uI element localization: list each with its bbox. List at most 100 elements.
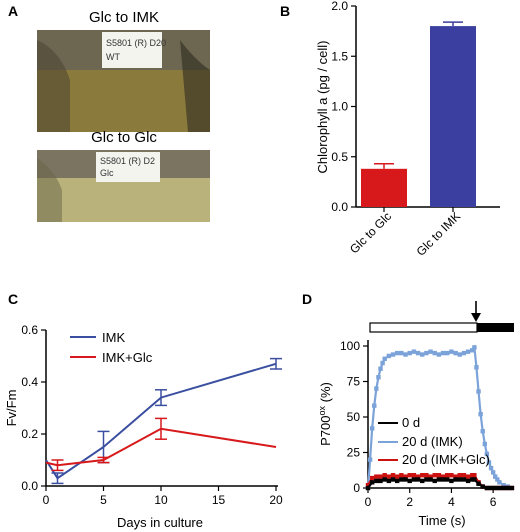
d-y-tick-label: 75 (347, 375, 361, 389)
d-data-point (484, 451, 490, 457)
d-legend-label-0d: 0 d (402, 415, 420, 430)
c-legend-label-imk: IMK (102, 330, 125, 345)
d-data-point (415, 477, 421, 482)
d-data-point (395, 478, 400, 484)
d-data-point (382, 477, 387, 482)
d-data-point (449, 478, 454, 484)
b-y-tick-label: 0.0 (331, 200, 348, 214)
b-x-tick-label: Glc to Glc (347, 209, 394, 256)
d-y-label: P700ox (%) (317, 382, 333, 446)
c-y-tick-label: 0.0 (21, 479, 38, 493)
flask-2-sticker (96, 152, 160, 182)
d-legend-label-20d-imk-glc: 20 d (IMK+Glc) (402, 452, 490, 467)
d-data-point (420, 478, 425, 484)
d-data-point (497, 485, 502, 491)
d-data-point (390, 477, 396, 482)
b-y-label: Chlorophyll a (pg / cell) (315, 41, 330, 174)
d-data-point (476, 389, 481, 394)
d-data-point (453, 474, 458, 479)
d-data-point (424, 477, 429, 482)
b-bar (430, 26, 476, 207)
d-data-point (474, 365, 479, 370)
d-data-point (493, 474, 498, 479)
photo-1-label: Glc to IMK (89, 9, 159, 26)
broth-2 (37, 178, 210, 222)
d-data-point (386, 474, 392, 479)
d-data-point (440, 477, 446, 482)
d-y-tick-label: 100 (340, 339, 360, 353)
d-data-point (472, 345, 477, 350)
d-data-point (411, 473, 417, 478)
d-y-tick-label: 50 (347, 410, 361, 424)
d-data-point (403, 477, 408, 482)
d-data-point (470, 348, 475, 353)
d-y-label-sup: ox (317, 405, 327, 415)
d-data-point (372, 403, 377, 408)
c-x-tick-label: 15 (212, 493, 226, 507)
d-data-point (365, 482, 371, 488)
b-bar (361, 168, 407, 207)
d-data-point (440, 474, 446, 479)
c-y-label: Fv/Fm (4, 390, 19, 427)
panel-letter-c: C (8, 291, 18, 307)
d-y-tick-label: 25 (347, 446, 361, 460)
d-data-point (476, 481, 481, 486)
d-data-point (420, 473, 425, 478)
d-data-point (378, 478, 383, 484)
d-data-point (374, 478, 379, 484)
d-data-point (501, 482, 506, 488)
b-y-tick-label: 0.5 (331, 150, 348, 164)
panel-letter-a: A (8, 3, 18, 19)
d-legend: 0 d 20 d (IMK) 20 d (IMK+Glc) (378, 415, 490, 467)
d-legend-label-20d-imk: 20 d (IMK) (402, 434, 463, 449)
b-y-tick-label: 2.0 (331, 0, 348, 13)
d-data-point (465, 474, 471, 479)
d-data-point (376, 375, 381, 380)
d-light-on-bar (369, 322, 478, 333)
d-data-point (432, 478, 437, 484)
d-data-point (424, 473, 429, 478)
d-light-off-arrow (471, 301, 481, 322)
c-x-tick-label: 0 (43, 493, 50, 507)
d-light-off-bar (477, 323, 514, 332)
d-data-point (407, 478, 412, 484)
b-y-tick-label: 1.5 (331, 49, 348, 63)
d-data-point (420, 352, 425, 357)
d-data-point (424, 350, 429, 356)
chart-d: P700ox (%) Time (s) 0 25 50 75 100 0 2 4 6 0 d 2… (317, 301, 515, 528)
d-data-point (453, 350, 458, 356)
b-x-tick-label: Glc to IMK (414, 209, 464, 259)
d-data-point (472, 477, 477, 482)
d-data-point (493, 485, 498, 491)
d-data-point (399, 350, 404, 356)
d-data-point (432, 473, 437, 478)
d-data-point (369, 426, 375, 431)
d-data-point (415, 474, 421, 479)
d-data-point (497, 480, 502, 485)
d-data-point (386, 478, 392, 484)
d-data-point (382, 473, 387, 478)
d-data-point (509, 485, 515, 491)
d-data-point (436, 477, 442, 482)
flask-1-note-line2: WT (106, 52, 120, 62)
photo-2-label: Glc to Glc (91, 129, 157, 146)
d-data-point (432, 350, 437, 356)
d-data-point (457, 477, 462, 482)
d-data-point (465, 349, 471, 354)
d-x-tick-label: 6 (490, 495, 497, 509)
d-data-point (411, 477, 417, 482)
d-data-point (445, 477, 450, 482)
d-data-point (399, 473, 404, 478)
d-data-point (407, 473, 412, 478)
c-x-tick-label: 20 (269, 493, 283, 507)
d-data-point (390, 473, 396, 478)
d-data-point (395, 474, 400, 479)
d-data-point (449, 473, 454, 478)
flask-2-note-line1: S5801 (R) D2 (100, 156, 155, 166)
d-data-point (411, 349, 417, 354)
d-y-tick-label: 0 (353, 481, 360, 495)
d-data-point (461, 473, 467, 478)
c-x-tick-label: 10 (154, 493, 168, 507)
d-data-point (480, 429, 485, 434)
